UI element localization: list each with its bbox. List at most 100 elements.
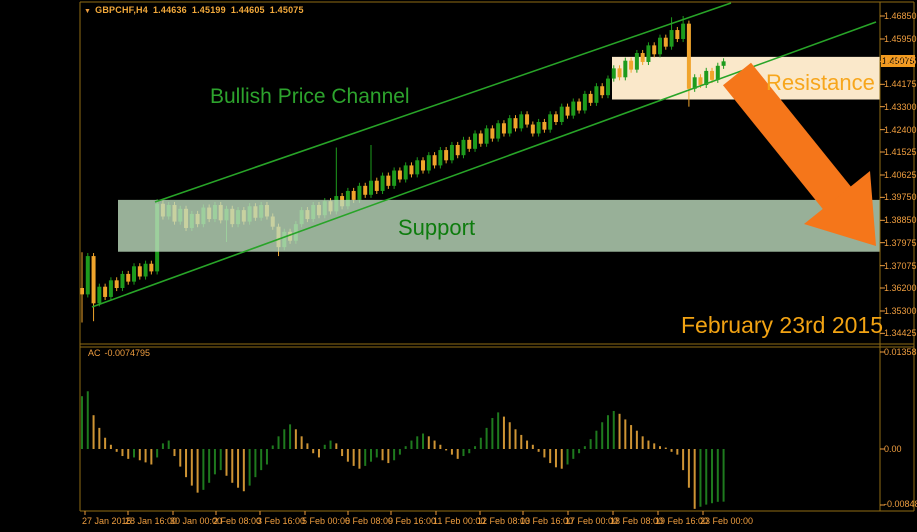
candle-body <box>345 190 350 207</box>
ac-bar <box>225 449 228 476</box>
ac-bar <box>699 449 702 507</box>
candle-body <box>652 45 657 55</box>
price-axis-label: 1.41525 <box>884 147 917 157</box>
ac-bar <box>670 449 673 452</box>
ac-bar <box>81 396 83 449</box>
candle-body <box>675 30 680 39</box>
ac-bar <box>98 427 101 449</box>
price-axis-label: 1.37975 <box>884 237 917 248</box>
time-axis-label: 2 Feb 08:00 <box>213 516 262 526</box>
ac-indicator-name: AC <box>88 348 101 358</box>
candle-body <box>467 139 472 149</box>
candle-body <box>681 23 686 39</box>
candle-body <box>617 68 622 78</box>
ac-bar <box>514 429 517 449</box>
time-axis-label: 18 Feb 08:00 <box>610 516 664 526</box>
candle-body <box>143 263 148 277</box>
candle-body <box>357 185 362 200</box>
ac-bar <box>109 444 112 449</box>
time-axis-label: 27 Jan 2015 <box>82 516 132 526</box>
candle-body <box>496 123 501 139</box>
ac-bar <box>312 449 315 454</box>
date-annotation-label: February 23rd 2015 <box>681 312 884 338</box>
candle-body <box>490 128 495 139</box>
ac-bar <box>589 439 592 449</box>
ac-bar <box>653 443 656 449</box>
ac-bar <box>86 391 89 449</box>
candle-body <box>605 78 610 96</box>
time-axis-label: 28 Jan 16:00 <box>125 516 178 526</box>
ac-bar <box>375 449 378 458</box>
price-axis-label: 1.38850 <box>884 215 917 226</box>
candle-body <box>484 128 489 144</box>
candle-body <box>120 273 125 289</box>
ac-bar <box>722 449 725 502</box>
ac-bar <box>711 449 714 504</box>
ac-bar <box>410 440 413 449</box>
candle-body <box>698 77 703 85</box>
ac-bar <box>144 449 147 463</box>
ac-bar <box>393 449 396 461</box>
time-axis-label: 17 Feb 00:00 <box>565 516 619 526</box>
candle-body <box>588 93 593 103</box>
ac-bar <box>185 449 188 478</box>
candle-body <box>438 150 443 166</box>
ac-bar <box>664 447 667 449</box>
time-axis-label: 13 Feb 16:00 <box>520 516 574 526</box>
ac-histogram-layer <box>81 391 725 509</box>
ac-bar <box>520 434 523 449</box>
candle-body <box>507 118 512 134</box>
ac-bar <box>578 449 581 454</box>
ac-bar <box>294 429 297 449</box>
candle-body <box>461 139 466 156</box>
ac-bar <box>566 449 569 465</box>
price-axis-label: 1.42400 <box>884 124 917 135</box>
ac-bar <box>416 436 419 449</box>
candle-body <box>721 61 726 66</box>
candle-body <box>634 53 639 70</box>
candle-body <box>542 121 547 130</box>
ac-bar <box>121 449 124 457</box>
ac-bar <box>497 412 500 449</box>
time-axis-label: 3 Feb 16:00 <box>257 516 306 526</box>
candle-body <box>513 118 518 129</box>
candle-body <box>646 45 651 62</box>
candle-body <box>126 273 131 282</box>
chevron-down-icon[interactable]: ▼ <box>84 8 92 15</box>
ac-bar <box>526 440 529 449</box>
time-axis-label: 12 Feb 08:00 <box>477 516 531 526</box>
ac-bar <box>398 449 401 455</box>
candle-body <box>380 175 385 191</box>
price-axis-label: 1.46850 <box>884 11 917 21</box>
candle-body <box>553 114 558 122</box>
ac-bar <box>352 449 355 466</box>
candle-body <box>686 23 691 89</box>
ac-bar <box>624 419 627 449</box>
ac-bar <box>479 437 482 449</box>
ac-bar <box>133 449 136 458</box>
candle-body <box>386 175 391 186</box>
candle-body <box>369 180 373 195</box>
candle-body <box>415 160 420 175</box>
ac-bar <box>335 443 338 449</box>
ac-bar <box>554 449 557 468</box>
sell-arrow-shaft <box>722 62 852 210</box>
candle-body <box>663 37 668 47</box>
ac-bar <box>606 415 609 449</box>
indicator-axis-max: 0.013585 <box>884 347 917 357</box>
channel-line-upper <box>154 2 732 203</box>
ac-bar <box>433 440 436 449</box>
support-zone <box>118 199 880 252</box>
ac-bar <box>716 449 719 502</box>
time-axis-label: 6 Feb 08:00 <box>345 516 394 526</box>
candle-body <box>449 144 454 161</box>
candle-body <box>80 288 84 295</box>
ac-bar <box>549 449 552 464</box>
candle-body <box>582 93 587 111</box>
ac-bar <box>641 436 644 449</box>
ac-indicator-value: -0.0074795 <box>104 348 151 358</box>
symbol-timeframe: GBPCHF,H4 <box>95 5 148 15</box>
candle-body <box>623 60 628 78</box>
ac-bar <box>370 449 372 462</box>
